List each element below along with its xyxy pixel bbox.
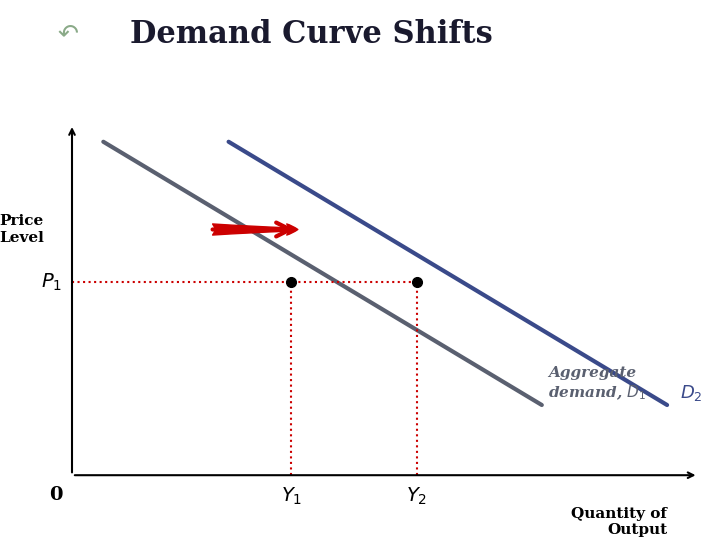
Text: $Y_1$: $Y_1$ [281, 486, 302, 507]
Text: $D_2$: $D_2$ [680, 383, 702, 403]
Text: Aggregate
demand, $D_1$: Aggregate demand, $D_1$ [548, 366, 647, 402]
Text: Quantity of
Output: Quantity of Output [571, 507, 667, 537]
Text: $P_1$: $P_1$ [42, 272, 63, 293]
Text: Demand Curve Shifts: Demand Curve Shifts [130, 18, 492, 50]
Text: Price
Level: Price Level [0, 214, 45, 245]
Text: ↶: ↶ [58, 22, 78, 46]
Text: 0: 0 [50, 486, 63, 504]
Text: $Y_2$: $Y_2$ [406, 486, 427, 507]
